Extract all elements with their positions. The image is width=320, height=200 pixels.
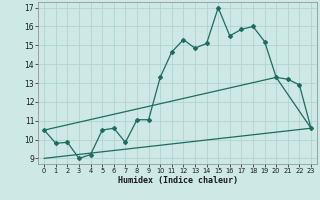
- X-axis label: Humidex (Indice chaleur): Humidex (Indice chaleur): [118, 176, 238, 185]
